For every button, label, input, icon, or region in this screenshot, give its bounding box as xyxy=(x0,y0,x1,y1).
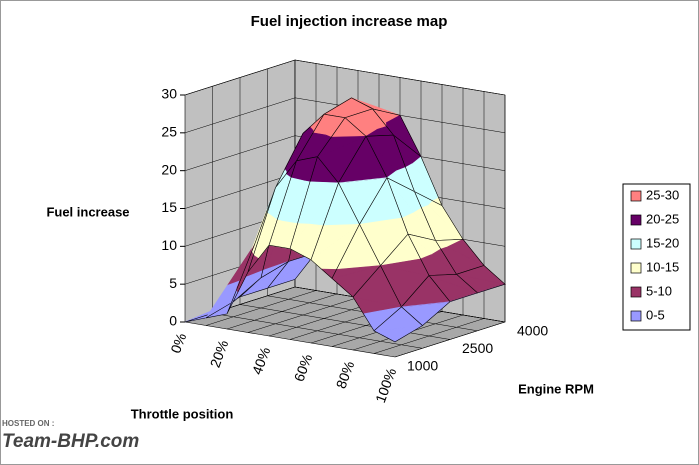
grid-line xyxy=(184,135,506,171)
surface-cell xyxy=(247,160,297,273)
z-tick-label: 20 xyxy=(161,161,177,177)
z-tick-label: 30 xyxy=(161,86,177,102)
legend-label: 10-15 xyxy=(646,259,679,274)
legend-swatch xyxy=(630,310,642,322)
legend-label: 5-10 xyxy=(646,283,672,298)
z-tick-label: 5 xyxy=(169,275,177,291)
surface-cell xyxy=(316,117,367,184)
y-tick-label: 1000 xyxy=(407,358,438,374)
grid-line xyxy=(184,59,506,96)
surface-cell xyxy=(239,261,289,298)
legend-swatch xyxy=(630,238,642,250)
z-tick-label: 15 xyxy=(161,199,177,215)
legend-label: 15-20 xyxy=(646,235,679,250)
legend-label: 20-25 xyxy=(646,211,679,226)
surface-cell xyxy=(372,306,424,343)
legend-swatch xyxy=(630,214,642,226)
legend-swatch xyxy=(630,262,642,274)
surface-cell xyxy=(392,134,443,207)
legend-swatch xyxy=(630,190,642,202)
watermark-hosted: HOSTED ON : xyxy=(2,419,54,428)
legend-label: 0-5 xyxy=(646,307,665,322)
grid-line xyxy=(184,97,506,134)
x-axis-label: Throttle position xyxy=(131,406,234,421)
surface-cell xyxy=(310,182,361,279)
surface-mesh xyxy=(373,306,424,343)
surface-cell xyxy=(365,134,416,193)
surface-cell xyxy=(352,265,403,332)
legend-swatch xyxy=(630,286,642,298)
surface-cell xyxy=(379,233,430,308)
y-tick-label: 2500 xyxy=(462,340,493,356)
surface-cell xyxy=(268,156,319,250)
chart-title: Fuel injection increase map xyxy=(251,13,448,30)
surface-cell xyxy=(358,177,409,267)
surface-cell xyxy=(295,113,346,162)
watermark-brand: Team-BHP.com xyxy=(2,431,139,452)
z-tick-label: 0 xyxy=(169,313,177,329)
z-tick-label: 25 xyxy=(161,124,177,140)
x-tick-label: 0% xyxy=(167,331,189,355)
y-tick-label: 4000 xyxy=(517,323,548,339)
z-axis-label: Fuel increase xyxy=(46,204,129,219)
surface-cell xyxy=(331,223,382,298)
legend-box xyxy=(622,183,691,331)
surface-cell xyxy=(407,233,458,276)
y-axis-label: Engine RPM xyxy=(518,381,594,396)
surface-cell xyxy=(434,238,485,275)
surface-cell xyxy=(386,177,437,241)
surface-cell xyxy=(205,244,255,319)
z-tick-label: 10 xyxy=(161,237,177,253)
legend-label: 25-30 xyxy=(646,187,679,202)
